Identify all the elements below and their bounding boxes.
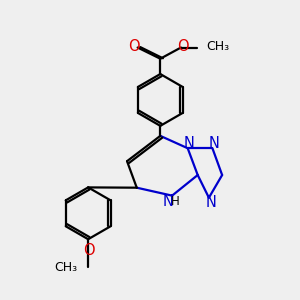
Text: H: H (171, 195, 180, 208)
Text: N: N (163, 194, 174, 209)
Text: CH₃: CH₃ (206, 40, 229, 53)
Text: O: O (178, 39, 189, 54)
Text: N: N (183, 136, 194, 151)
Text: O: O (128, 39, 139, 54)
Text: CH₃: CH₃ (54, 261, 77, 274)
Text: N: N (205, 195, 216, 210)
Text: N: N (209, 136, 220, 151)
Text: O: O (83, 244, 95, 259)
